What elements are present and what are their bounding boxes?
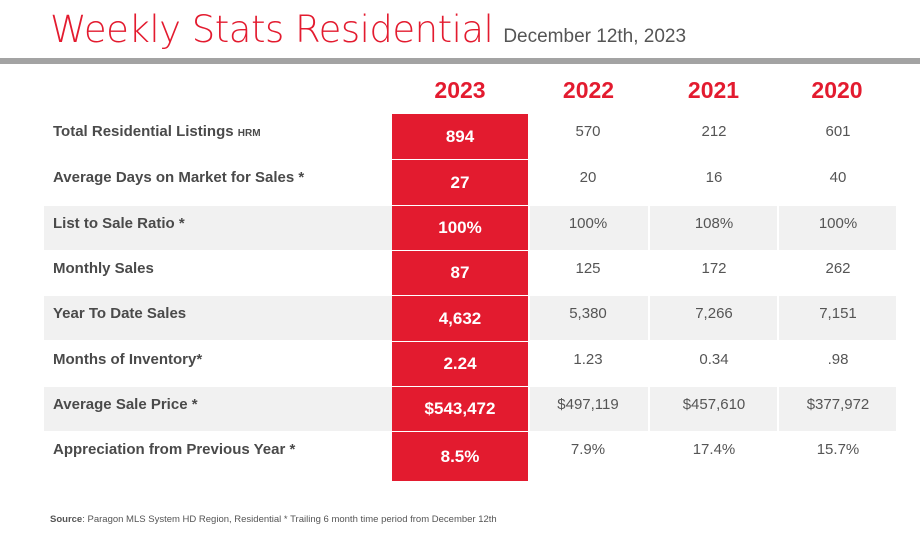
value-cell-2021: 0.34 xyxy=(699,351,729,368)
cell-separator xyxy=(777,387,779,431)
value-cell-2021: $457,610 xyxy=(682,396,746,413)
row-label: Months of Inventory* xyxy=(53,351,202,368)
source-label: Source xyxy=(50,514,83,525)
row-label: Average Sale Price * xyxy=(53,396,198,413)
value-cell-2021: 172 xyxy=(701,260,727,277)
cell-separator xyxy=(528,206,530,250)
cell-separator xyxy=(648,296,650,340)
row-label-text: Months of Inventory* xyxy=(53,351,203,368)
value-cell-2020: .98 xyxy=(827,351,849,368)
value-cell-2020: 262 xyxy=(825,260,851,277)
value-cell-2022: 100% xyxy=(568,215,608,232)
value-cell-2022: $497,119 xyxy=(557,396,619,413)
table-row: Total Residential Listings HRM 570 212 601 xyxy=(44,114,896,158)
value-cell-2020: 15.7% xyxy=(816,441,860,458)
value-cell-2021: 108% xyxy=(694,215,734,232)
row-label: Average Days on Market for Sales * xyxy=(53,169,304,186)
row-label: Year To Date Sales xyxy=(53,305,186,322)
value-cell-2022: 570 xyxy=(575,123,601,140)
row-label: Appreciation from Previous Year * xyxy=(53,441,295,458)
page-title: Weekly Stats Residential xyxy=(50,8,494,51)
row-label: Total Residential Listings HRM xyxy=(53,123,261,140)
value-cell-2023-highlight: 27 xyxy=(392,160,528,206)
table-row: Appreciation from Previous Year * 7.9% 17.… xyxy=(44,432,896,476)
value-cell-2022: 125 xyxy=(575,260,601,277)
value-cell-2020: 7,151 xyxy=(819,305,857,322)
row-label-text: Appreciation from Previous Year * xyxy=(53,441,296,458)
cell-separator xyxy=(528,296,530,340)
row-label-text: List to Sale Ratio * xyxy=(53,215,185,232)
row-label-text: Total Residential Listings xyxy=(53,123,234,140)
year-header-2023: 2023 xyxy=(434,77,486,103)
table-row: Monthly Sales 125 172 262 xyxy=(44,251,896,295)
row-label-text: Average Sale Price * xyxy=(53,396,198,413)
row-label-text: Average Days on Market for Sales * xyxy=(53,169,305,186)
year-header-2021: 2021 xyxy=(687,77,740,103)
value-cell-2020: $377,972 xyxy=(806,396,870,413)
value-cell-2023-highlight: 87 xyxy=(392,251,528,296)
year-header-2022: 2022 xyxy=(562,77,615,103)
value-cell-2022: 5,380 xyxy=(569,305,607,322)
source-text: : Paragon MLS System HD Region, Resident… xyxy=(82,514,497,525)
row-label-suffix: HRM xyxy=(237,128,261,139)
table-row: Months of Inventory* 1.23 0.34 .98 xyxy=(44,342,896,386)
value-cell-2023-highlight: 100% xyxy=(392,206,528,251)
title-row: Weekly Stats Residential December 12th, … xyxy=(50,8,686,56)
value-cell-2020: 100% xyxy=(818,215,858,232)
value-cell-2021: 17.4% xyxy=(692,441,736,458)
year-header-2020: 2020 xyxy=(811,77,863,103)
row-label: List to Sale Ratio * xyxy=(53,215,185,232)
value-cell-2021: 212 xyxy=(701,123,727,140)
header-divider xyxy=(0,58,920,64)
cell-separator xyxy=(648,206,650,250)
page-date: December 12th, 2023 xyxy=(503,26,687,47)
value-cell-2021: 16 xyxy=(705,169,723,186)
value-cell-2022: 20 xyxy=(579,169,597,186)
row-label: Monthly Sales xyxy=(53,260,154,277)
value-cell-2022: 1.23 xyxy=(573,351,603,368)
row-label-text: Monthly Sales xyxy=(53,260,154,277)
value-cell-2020: 601 xyxy=(825,123,851,140)
cell-separator xyxy=(777,206,779,250)
value-cell-2023-highlight: 4,632 xyxy=(392,296,528,342)
value-cell-2023-highlight: 894 xyxy=(392,114,528,160)
row-label-text: Year To Date Sales xyxy=(53,305,187,322)
value-cell-2023-highlight: 8.5% xyxy=(392,432,528,482)
cell-separator xyxy=(777,296,779,340)
cell-separator xyxy=(528,387,530,431)
value-cell-2021: 7,266 xyxy=(695,305,733,322)
value-cell-2020: 40 xyxy=(829,169,847,186)
value-cell-2023-highlight: $543,472 xyxy=(392,387,528,432)
source-note: Source: Paragon MLS System HD Region, Re… xyxy=(50,514,497,525)
value-cell-2023-highlight: 2.24 xyxy=(392,342,528,387)
table-row: Average Days on Market for Sales * 20 16 40 xyxy=(44,160,896,204)
value-cell-2022: 7.9% xyxy=(570,441,606,458)
cell-separator xyxy=(648,387,650,431)
